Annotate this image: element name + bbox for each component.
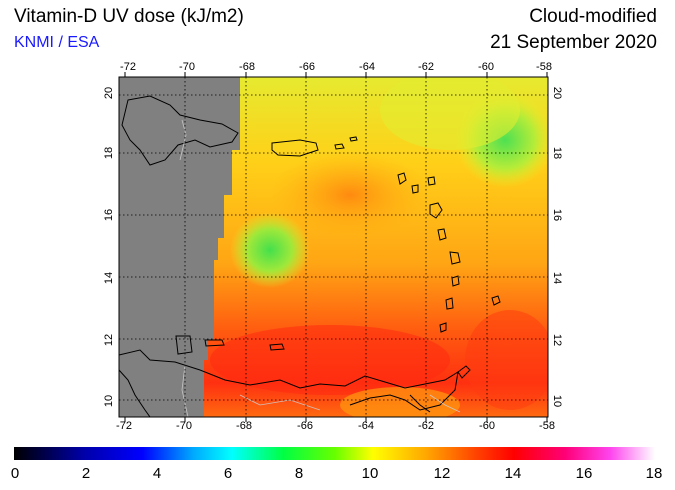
island-coast: [445, 297, 454, 310]
lat-tick-right: 14: [551, 271, 564, 285]
lat-tick-left: 12: [103, 333, 116, 347]
lon-tick-bottom: -72: [116, 420, 132, 432]
coastlines: [118, 95, 501, 418]
island-coast: [457, 365, 471, 379]
puerto-rico-coast: [271, 139, 319, 157]
island-coast: [269, 343, 285, 351]
island-coast: [411, 184, 419, 194]
lat-tick-left: 14: [103, 271, 116, 285]
lon-tick-top: -70: [179, 61, 195, 73]
lat-tick-right: 16: [551, 208, 564, 222]
lat-tick-right: 12: [551, 333, 564, 347]
colorbar-label: 16: [575, 465, 593, 482]
colorbar-label: 4: [152, 465, 162, 482]
colorbar-label: 6: [223, 465, 233, 482]
lon-tick-bottom: -62: [418, 420, 434, 432]
island-coast: [437, 228, 447, 241]
venezuela-coast: [118, 349, 459, 411]
colorbar-label: 14: [504, 465, 522, 482]
lon-tick-bottom: -68: [236, 420, 252, 432]
border-line: [181, 364, 189, 418]
island-coast: [397, 172, 407, 185]
island-coast: [349, 136, 358, 142]
lon-tick-top: -72: [120, 61, 136, 73]
map-frame: [118, 76, 549, 418]
lat-tick-right: 10: [551, 394, 564, 408]
lat-tick-left: 10: [103, 394, 116, 408]
island-coast: [439, 322, 447, 333]
no-data-region: [119, 77, 240, 417]
maracaibo-coast: [118, 369, 151, 418]
border-line: [239, 394, 321, 411]
border-line: [179, 119, 187, 161]
borders: [179, 119, 461, 418]
lon-tick-top: -58: [536, 61, 552, 73]
lat-tick-left: 18: [103, 146, 116, 160]
island-coast: [449, 251, 461, 265]
colorbar-label: 2: [81, 465, 91, 482]
lon-tick-bottom: -64: [358, 420, 374, 432]
colorbar: [14, 447, 655, 460]
hispaniola-coast: [121, 95, 239, 166]
map-title: Vitamin-D UV dose (kJ/m2): [14, 6, 244, 27]
lon-tick-bottom: -66: [297, 420, 313, 432]
lon-tick-bottom: -70: [176, 420, 192, 432]
graticule: [119, 77, 548, 417]
island-coast: [427, 176, 436, 186]
colorbar-label: 12: [433, 465, 451, 482]
island-coast: [491, 295, 501, 306]
lon-tick-bottom: -60: [479, 420, 495, 432]
lat-tick-left: 16: [103, 208, 116, 222]
product-label: Cloud-modified: [529, 6, 657, 27]
credit-label: KNMI / ESA: [14, 34, 100, 51]
date-label: 21 September 2020: [490, 32, 657, 53]
colorbar-label: 18: [645, 465, 663, 482]
colorbar-label: 10: [361, 465, 379, 482]
lat-tick-right: 18: [551, 146, 564, 160]
lon-tick-top: -62: [418, 61, 434, 73]
island-coast: [334, 143, 345, 150]
delta-coast: [409, 394, 431, 413]
island-coast: [429, 202, 443, 219]
lon-tick-bottom: -58: [539, 420, 555, 432]
lat-tick-right: 20: [551, 86, 564, 100]
colorbar-label: 8: [294, 465, 304, 482]
island-coast: [175, 335, 193, 355]
colorbar-label: 0: [10, 465, 20, 482]
lon-tick-top: -66: [299, 61, 315, 73]
tick-marks: [124, 72, 548, 422]
border-line: [429, 394, 461, 413]
island-coast: [204, 339, 225, 347]
lon-tick-top: -64: [359, 61, 375, 73]
lat-tick-left: 20: [103, 86, 116, 100]
lon-tick-top: -60: [478, 61, 494, 73]
lon-tick-top: -68: [239, 61, 255, 73]
